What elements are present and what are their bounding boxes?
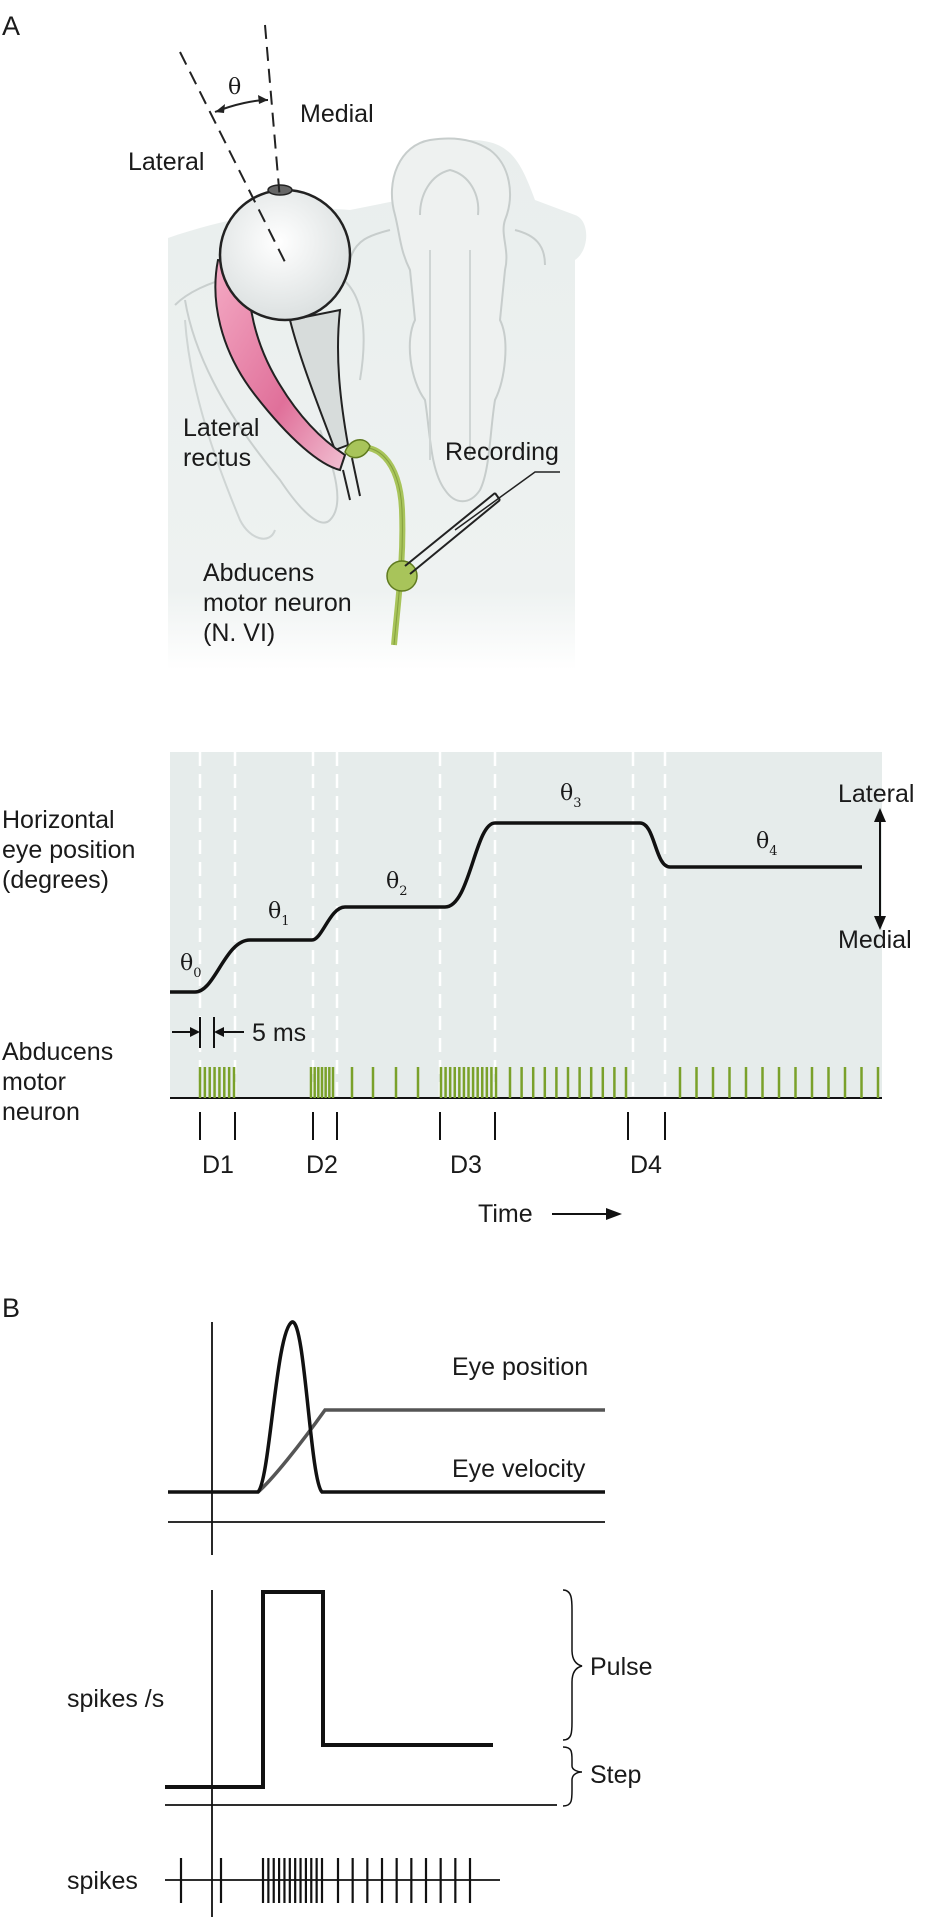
recording-electrode <box>404 492 501 575</box>
abducens-label-3: (N. VI) <box>203 619 275 647</box>
duration-d3: D3 <box>450 1151 482 1179</box>
lateral-rectus-label-1: Lateral <box>183 414 259 442</box>
anatomy-illustration <box>168 24 587 670</box>
medial-label: Medial <box>300 100 374 128</box>
sinus-contour <box>184 319 276 540</box>
duration-d4: D4 <box>630 1151 662 1179</box>
row-label-3: neuron <box>2 1098 80 1126</box>
kinematics-plot <box>168 1320 605 1555</box>
eye-position-trace <box>170 821 862 994</box>
theta-1: θ1 <box>268 899 290 929</box>
step-brace <box>562 1746 583 1807</box>
pulse-step-trace <box>165 1590 493 1789</box>
row-label-2: motor <box>2 1068 66 1096</box>
firing-rate-plot <box>165 1589 583 1917</box>
duration-ticks <box>199 1112 666 1140</box>
recording-leader <box>454 471 560 531</box>
interval-label: 5 ms <box>252 1019 306 1047</box>
panel-a-label: A <box>2 11 20 41</box>
y-label-3: (degrees) <box>2 866 109 894</box>
orbit-contour-lower <box>184 299 339 524</box>
medial-axis-line <box>264 24 281 201</box>
abducens-label-1: Abducens <box>203 559 314 587</box>
direction-lateral: Lateral <box>838 780 914 808</box>
spike-train-b <box>179 1858 472 1903</box>
abducens-label-2: motor neuron <box>203 589 352 617</box>
spikes-label: spikes <box>67 1867 138 1895</box>
eyeball <box>218 188 352 322</box>
eye-position-label: Eye position <box>452 1353 588 1381</box>
lateral-rectus-muscle <box>214 258 347 472</box>
rate-axis-label: spikes /s <box>67 1685 164 1713</box>
theta-2: θ2 <box>386 869 408 899</box>
panel-b-label: B <box>2 1293 20 1323</box>
eye-position-plot <box>170 752 886 1220</box>
y-label-2: eye position <box>2 836 135 864</box>
eye-velocity-label: Eye velocity <box>452 1455 586 1483</box>
step-label: Step <box>590 1761 641 1789</box>
eye-velocity-curve <box>168 1320 605 1494</box>
duration-d2: D2 <box>306 1151 338 1179</box>
angle-theta: θ <box>228 75 241 100</box>
spike-train-a <box>198 1067 880 1098</box>
motor-neuron-soma <box>386 560 418 592</box>
row-label-1: Abducens <box>2 1038 113 1066</box>
plot-background <box>170 752 882 1098</box>
time-label: Time <box>478 1200 533 1228</box>
lateral-axis-line <box>179 51 286 263</box>
eye-position-curve <box>256 1408 605 1494</box>
y-label-1: Horizontal <box>2 806 115 834</box>
pulse-label: Pulse <box>590 1653 653 1681</box>
theta-3: θ3 <box>560 781 582 811</box>
duration-d1: D1 <box>202 1151 234 1179</box>
direction-medial: Medial <box>838 926 912 954</box>
lateral-label: Lateral <box>128 148 204 176</box>
theta-4: θ4 <box>756 829 778 859</box>
theta-0: θ0 <box>180 951 202 981</box>
lateral-rectus-label-2: rectus <box>183 444 251 472</box>
recording-label: Recording <box>445 438 559 466</box>
nasal-septum <box>390 137 511 503</box>
nerve-terminal <box>344 439 371 459</box>
pulse-brace <box>562 1589 583 1741</box>
